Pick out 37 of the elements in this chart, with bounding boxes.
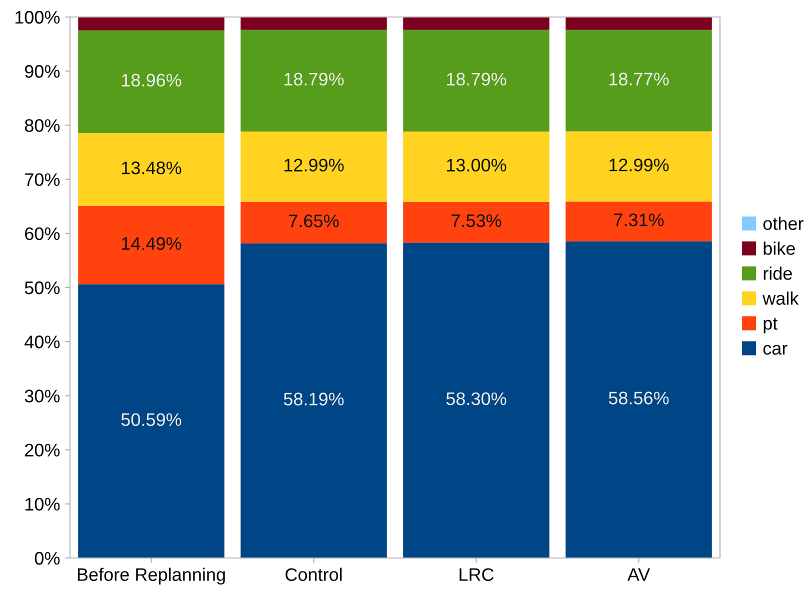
legend-label: bike	[764, 242, 795, 255]
x-tick-label: AV	[627, 568, 650, 581]
data-label: 18.96%	[122, 74, 182, 87]
legend-label: car	[763, 344, 788, 355]
data-label: 12.99%	[284, 158, 344, 172]
y-tick-label: 70%	[25, 173, 60, 186]
y-tick-label: 60%	[25, 227, 60, 240]
data-label: 12.99%	[610, 158, 669, 172]
data-label: 58.19%	[284, 392, 344, 406]
data-label: 18.77%	[610, 72, 669, 86]
data-label: 14.49%	[122, 237, 182, 250]
x-tick-label: Before Replanning	[78, 568, 225, 585]
legend-label: walk	[762, 292, 799, 305]
data-label: 7.65%	[289, 214, 339, 228]
data-label: 50.59%	[121, 413, 182, 426]
data-label: 7.53%	[452, 214, 502, 228]
y-tick-label: 10%	[26, 498, 60, 511]
data-label: 18.79%	[447, 72, 506, 86]
y-tick-label: 30%	[24, 390, 60, 402]
data-label: 58.30%	[446, 392, 506, 406]
legend-label: ride	[764, 266, 792, 280]
y-tick-label: 50%	[24, 281, 60, 294]
x-tick-label: Control	[286, 568, 342, 581]
x-tick-label: LRC	[460, 568, 494, 581]
y-tick-label: 90%	[24, 65, 60, 78]
y-tick-label: 40%	[24, 336, 60, 348]
y-tick-label: 0%	[34, 552, 60, 565]
y-tick-label: 20%	[25, 444, 60, 457]
legend-label: other	[763, 216, 804, 230]
data-label: 18.79%	[284, 72, 344, 86]
legend-label: pt	[764, 318, 778, 334]
y-tick-label: 80%	[24, 119, 60, 132]
data-label: 13.00%	[447, 158, 506, 172]
data-label: 13.48%	[122, 162, 182, 174]
data-label: 58.56%	[608, 392, 669, 404]
data-label: 7.31%	[614, 213, 664, 226]
y-tick-label: 100%	[15, 10, 60, 24]
